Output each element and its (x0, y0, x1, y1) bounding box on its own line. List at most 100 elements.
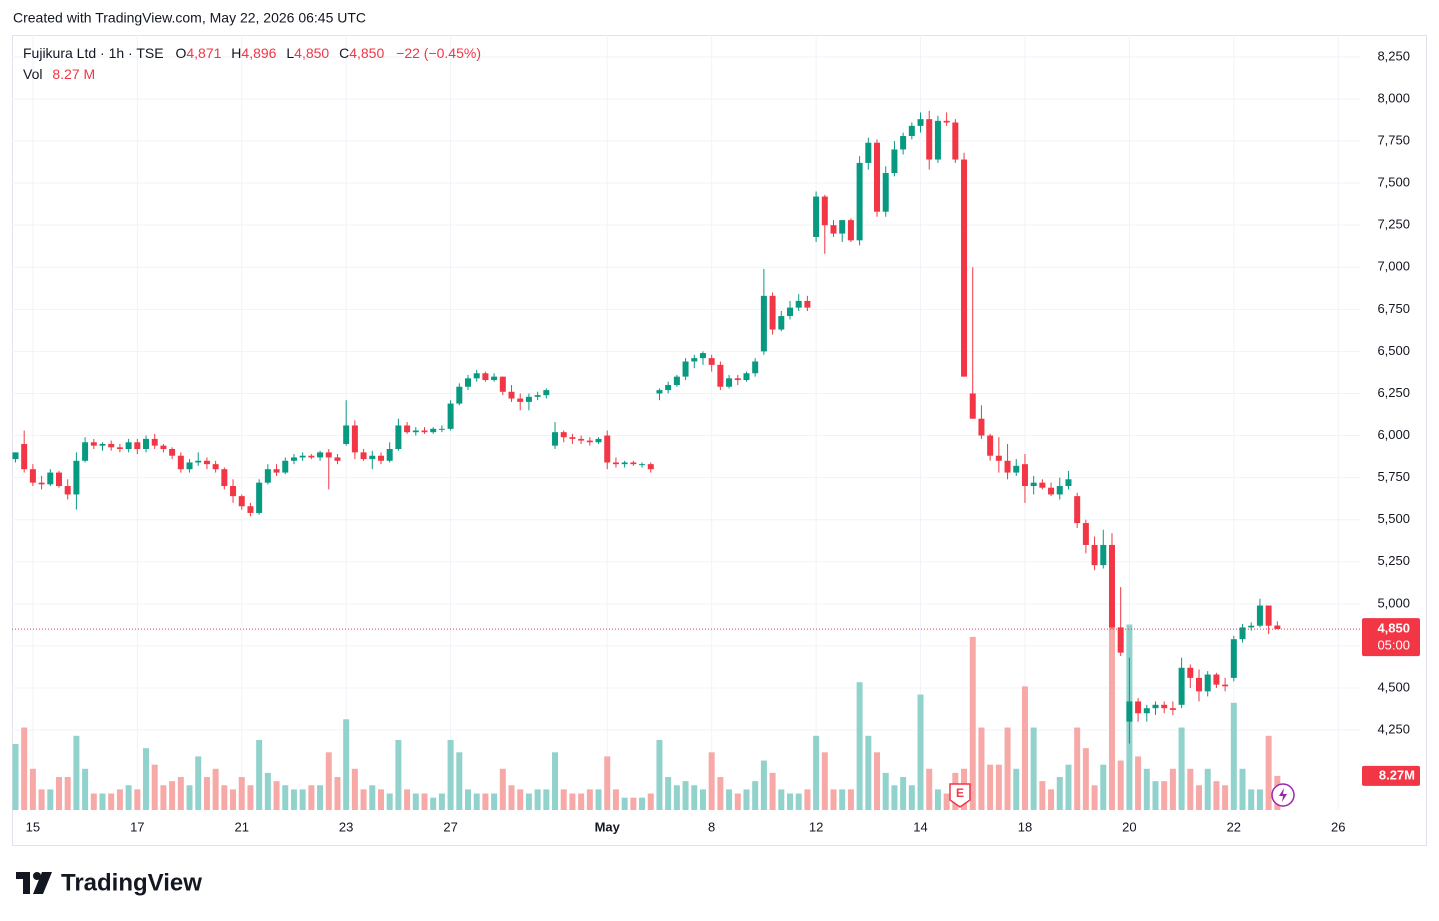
candle-body (795, 300, 802, 308)
volume-bar (1161, 781, 1168, 810)
candle-body (517, 398, 524, 402)
volume-bar (491, 793, 498, 810)
volume-bar (1135, 756, 1142, 810)
candle-body (891, 149, 898, 174)
volume-value: 8.27 M (52, 66, 95, 82)
candle-body (821, 196, 828, 226)
volume-bar (1065, 764, 1072, 810)
volume-bar (343, 719, 350, 810)
volume-title: Vol (23, 66, 42, 82)
candle-body (430, 428, 437, 433)
candle-body (934, 120, 941, 160)
candle-body (230, 486, 237, 497)
earnings-marker[interactable]: E (949, 783, 971, 808)
candle-body (1074, 496, 1081, 524)
x-tick-label: 27 (443, 819, 457, 834)
logo-mark (33, 872, 52, 894)
candle-body (1161, 704, 1168, 709)
candle-body (543, 390, 550, 396)
volume-bar (717, 777, 724, 810)
volume-bar (682, 781, 689, 810)
volume-bar (456, 752, 463, 810)
volume-bar (726, 789, 733, 810)
volume-bar (778, 789, 785, 810)
volume-bar (578, 793, 585, 810)
candle-body (656, 390, 663, 394)
candle-body (943, 120, 950, 123)
ohlc-value: 4,896 (241, 45, 276, 61)
candle-body (177, 455, 184, 470)
candle-body (351, 425, 358, 453)
candle-body (317, 452, 324, 458)
candle-body (386, 449, 393, 461)
volume-bar (830, 789, 837, 810)
candle-body (395, 425, 402, 450)
volume-bar (917, 694, 924, 810)
y-tick-label: 5,750 (1377, 469, 1410, 484)
volume-bar (273, 781, 280, 810)
volume-bar (116, 789, 123, 810)
volume-bar (647, 793, 654, 810)
volume-bar (943, 793, 950, 810)
volume-bar (1013, 768, 1020, 810)
volume-bar (874, 752, 881, 810)
candle-body (882, 173, 889, 212)
earnings-letter: E (956, 786, 964, 800)
volume-bar (369, 785, 376, 810)
volume-bar (473, 793, 480, 810)
volume-bar (995, 764, 1002, 810)
y-tick-label: 6,750 (1377, 301, 1410, 316)
candle-body (525, 396, 532, 402)
candle-body (1065, 479, 1072, 487)
volume-bar (99, 793, 106, 810)
volume-bar (969, 636, 976, 810)
volume-bar (1108, 612, 1115, 810)
volume-legend: Vol 8.27 M (23, 66, 95, 82)
event-marker[interactable] (1271, 783, 1295, 807)
candle-body (447, 403, 454, 429)
candle-body (369, 455, 376, 460)
volume-bar (151, 764, 158, 810)
volume-bar (552, 752, 559, 810)
volume-bar (351, 768, 358, 810)
candle-body (847, 220, 854, 241)
volume-bar (847, 789, 854, 810)
candle-body (1204, 674, 1211, 692)
volume-bar (134, 789, 141, 810)
volume-bar (447, 739, 454, 810)
volume-bar (639, 797, 646, 810)
volume-bar (882, 772, 889, 810)
candle-body (978, 418, 985, 436)
volume-bar (821, 752, 828, 810)
candle-body (830, 225, 837, 234)
volume-bar (12, 744, 19, 810)
y-tick-label: 5,000 (1377, 595, 1410, 610)
volume-bar (1048, 789, 1055, 810)
x-tick-label: 15 (26, 819, 40, 834)
volume-bar (508, 785, 515, 810)
y-tick-label: 4,250 (1377, 721, 1410, 736)
candle-body (508, 391, 515, 399)
candle-body (534, 395, 541, 397)
volume-bar (1074, 727, 1081, 810)
volume-bar (769, 772, 776, 810)
volume-bar (699, 789, 706, 810)
volume-bar (430, 797, 437, 810)
volume-bar (1039, 781, 1046, 810)
x-tick-label: May (595, 819, 621, 834)
volume-bar (665, 777, 672, 810)
candle-body (1056, 486, 1063, 495)
volume-bar (256, 739, 263, 810)
candle-body (1082, 523, 1089, 545)
volume-bar (543, 789, 550, 810)
x-tick-label: 26 (1331, 819, 1345, 834)
volume-bar (395, 739, 402, 810)
volume-bar (221, 785, 228, 810)
candle-body (282, 460, 289, 473)
volume-bar (1030, 727, 1037, 810)
logo-mark (16, 872, 30, 894)
x-tick-label: 22 (1227, 819, 1241, 834)
candle-body (952, 122, 959, 160)
candle-body (639, 464, 646, 466)
candle-body (717, 364, 724, 387)
